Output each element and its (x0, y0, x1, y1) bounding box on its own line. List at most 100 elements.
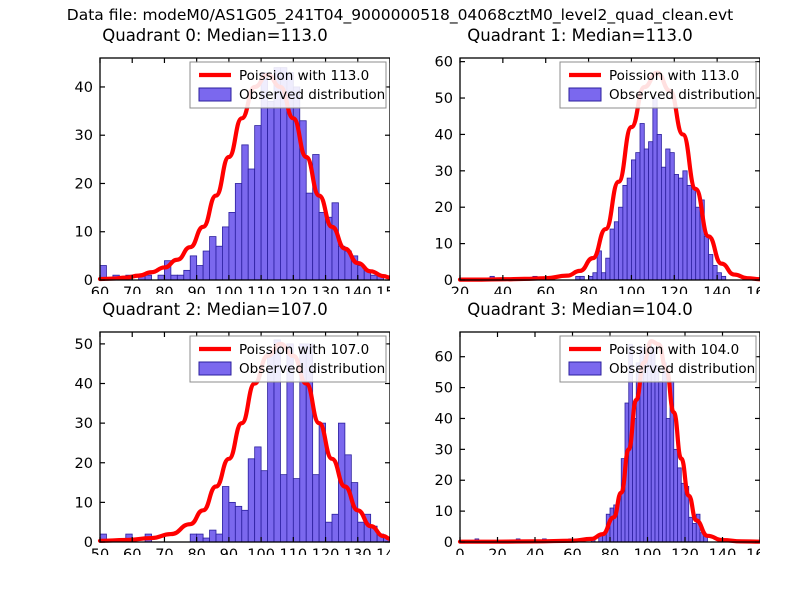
histogram-bar (677, 467, 682, 543)
histogram-bar (305, 192, 314, 281)
y-tick-label: 0 (84, 273, 93, 289)
histogram-bar (658, 381, 663, 543)
histogram-bar (643, 148, 649, 281)
x-tick-label: 130 (344, 547, 372, 555)
x-tick-label: 60 (91, 285, 109, 294)
histogram-bar (643, 356, 648, 543)
histogram-bar (292, 478, 301, 543)
histogram-bar (215, 245, 223, 281)
histogram-bar (662, 362, 667, 543)
histogram-bar (292, 86, 301, 281)
axes-quadrant-1: 20 40 60 80 100 120 140 160 0 10 20 30 40 50 60 Poissio… (435, 55, 760, 294)
subplot-quadrant-2: Quadrant 2: Median=107.0 50 60 70 80 90 100 110… (40, 300, 390, 555)
y-tick-label: 0 (84, 535, 93, 551)
figure-suptitle: Data file: modeM0/AS1G05_241T04_90000005… (66, 6, 734, 24)
legend[interactable]: Poission with 113.0 Observed distribution (559, 61, 757, 109)
histogram-bar (656, 134, 662, 281)
histogram-bar (215, 533, 223, 543)
histogram-bar (673, 174, 679, 281)
axes-quadrant-3: 0 20 40 60 80 100 120 140 160 0 10 20 30 40 50 60 Poissi… (435, 331, 760, 555)
x-tick-label: 40 (494, 285, 512, 294)
axes-quadrant-2: 50 60 70 80 90 100 110 120 130 140 0 10 20 30 40 50 Pois… (75, 331, 390, 555)
legend[interactable]: Poission with 104.0 Observed distribution (559, 335, 757, 383)
x-tick-label: 130 (312, 285, 340, 294)
subplot-title: Quadrant 1: Median=113.0 (467, 26, 693, 45)
histogram-bar (234, 505, 243, 543)
histogram-bar (635, 152, 641, 281)
y-tick-label: 20 (435, 200, 453, 216)
histogram-bars (489, 97, 727, 281)
histogram-bar (626, 177, 632, 281)
histogram-bar (631, 159, 637, 281)
histogram-bar (686, 184, 692, 281)
x-tick-label: 160 (746, 285, 760, 294)
histogram-bar (189, 255, 198, 281)
x-tick-label: 80 (601, 547, 619, 555)
legend-label-observed: Observed distribution (609, 87, 755, 103)
histogram-bar (622, 184, 628, 281)
histogram-bar (601, 272, 607, 281)
histogram-bar (318, 212, 326, 281)
subplot-title: Quadrant 2: Median=107.0 (102, 300, 328, 319)
y-tick-label: 60 (435, 350, 453, 366)
x-tick-label: 90 (187, 285, 205, 294)
histogram-bar (592, 272, 598, 281)
histogram-bar (254, 125, 262, 281)
subplot-title: Quadrant 3: Median=104.0 (467, 300, 693, 319)
histogram-bar (331, 513, 339, 543)
histogram-bar (370, 274, 378, 281)
x-tick-label: 60 (123, 547, 141, 555)
histogram-bar (325, 521, 333, 543)
histogram-bar (189, 533, 198, 543)
x-tick-label: 100 (618, 285, 646, 294)
legend[interactable]: Poission with 107.0 Observed distribution (189, 335, 387, 383)
histogram-bar (228, 501, 236, 543)
y-tick-label: 10 (75, 225, 93, 241)
y-tick-label: 0 (444, 535, 453, 551)
x-tick-label: 140 (376, 547, 390, 555)
x-tick-label: 80 (579, 285, 597, 294)
x-tick-label: 150 (376, 285, 390, 294)
histogram-bar (665, 148, 671, 281)
y-tick-label: 50 (75, 337, 93, 353)
y-tick-label: 40 (435, 127, 453, 143)
x-tick-label: 60 (536, 285, 554, 294)
x-tick-label: 50 (91, 547, 109, 555)
histogram-bar (678, 177, 684, 281)
axes-frame (459, 57, 760, 281)
histogram-bar (652, 97, 658, 281)
legend-swatch-observed (198, 361, 232, 376)
x-tick-label: 100 (247, 547, 275, 555)
x-tick-label: 100 (215, 285, 243, 294)
histogram-bar (682, 170, 688, 281)
histogram-bar (241, 144, 249, 281)
histogram-bar (654, 365, 660, 543)
legend-label-poisson: Poission with 113.0 (609, 68, 739, 84)
histogram-bar (613, 221, 619, 281)
subplot-quadrant-3: Quadrant 3: Median=104.0 0 20 40 60 80 100 120 1… (400, 300, 760, 555)
histogram-bar (267, 101, 275, 281)
y-tick-label: 60 (435, 55, 453, 71)
legend[interactable]: Poission with 113.0 Observed distribution (189, 61, 387, 109)
y-tick-label: 20 (75, 176, 93, 192)
x-tick-label: 110 (279, 547, 307, 555)
x-tick-label: 80 (155, 285, 173, 294)
axes-quadrant-0: 60 70 80 90 100 110 120 130 140 150 0 10 20 30 40 Poiss… (75, 57, 390, 294)
histogram-bar (357, 521, 365, 543)
x-tick-label: 140 (709, 547, 737, 555)
histogram-bar (695, 206, 701, 281)
subplot-quadrant-0: Quadrant 0: Median=113.0 60 70 80 90 100 110 12… (40, 26, 390, 294)
histogram-bar (222, 226, 230, 281)
histogram-bar (618, 206, 624, 281)
x-tick-label: 20 (451, 285, 469, 294)
subplot-title: Quadrant 0: Median=113.0 (102, 26, 328, 45)
histogram-bar (228, 212, 236, 281)
histogram-bar (183, 269, 191, 281)
x-tick-label: 40 (526, 547, 544, 555)
x-tick-label: 60 (563, 547, 581, 555)
histogram-bar (605, 257, 611, 281)
histogram-bar (312, 474, 320, 543)
y-tick-label: 40 (75, 377, 93, 393)
legend-label-poisson: Poission with 113.0 (239, 68, 369, 84)
